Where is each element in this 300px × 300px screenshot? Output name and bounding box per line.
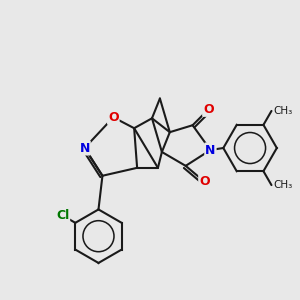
Text: Cl: Cl <box>56 209 69 222</box>
Text: N: N <box>80 142 90 154</box>
Text: O: O <box>203 103 214 116</box>
Text: O: O <box>199 175 210 188</box>
Text: CH₃: CH₃ <box>273 106 293 116</box>
Text: O: O <box>108 111 119 124</box>
Text: N: N <box>205 143 216 157</box>
Text: CH₃: CH₃ <box>273 180 293 190</box>
